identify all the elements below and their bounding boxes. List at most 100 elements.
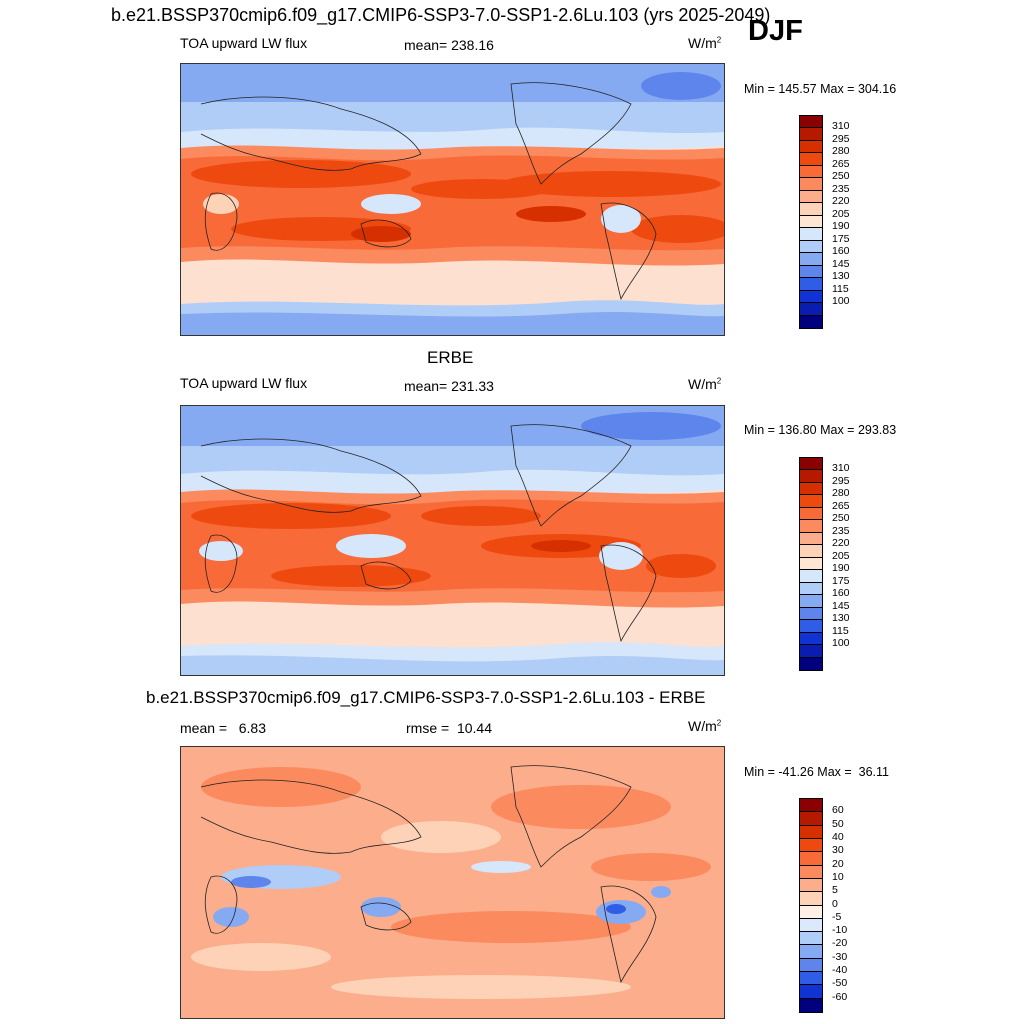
colorbar-cell xyxy=(800,315,822,328)
colorbar-tick-label: 295 xyxy=(832,474,850,487)
colorbar-cell xyxy=(800,865,822,879)
colorbar-cell xyxy=(800,190,822,204)
colorbar-cell xyxy=(800,799,822,813)
colorbar-cell xyxy=(800,303,822,316)
colorbar-cell xyxy=(800,278,822,291)
variable-label: TOA upward LW flux xyxy=(180,35,308,51)
colorbar-cell xyxy=(800,657,822,670)
panel-title: ERBE xyxy=(427,348,474,367)
colorbar-tick-label: -30 xyxy=(832,950,848,963)
variable-label: TOA upward LW flux xyxy=(180,375,308,391)
colorbar xyxy=(799,115,823,329)
colorbar-cell xyxy=(800,458,822,471)
colorbar-tick-label: 60 xyxy=(832,804,844,817)
colorbar-tick-label: 265 xyxy=(832,499,850,512)
min-max-label: Min = 145.57 Max = 304.16 xyxy=(744,82,897,96)
colorbar-tick-label: -50 xyxy=(832,977,848,990)
colorbar-cell xyxy=(800,228,822,241)
colorbar-tick-label: 235 xyxy=(832,524,850,537)
colorbar-tick-label: 5 xyxy=(832,884,838,897)
colorbar-cell xyxy=(800,140,822,154)
colorbar-cell xyxy=(800,165,822,179)
colorbar-cell xyxy=(800,495,822,508)
colorbar-tick-label: 20 xyxy=(832,857,844,870)
colorbar-tick-label: 235 xyxy=(832,182,850,195)
colorbar-tick-label: 10 xyxy=(832,870,844,883)
colorbar-tick-label: 190 xyxy=(832,562,850,575)
colorbar-tick-label: -10 xyxy=(832,924,848,937)
colorbar-cell xyxy=(800,470,822,483)
colorbar xyxy=(799,457,823,671)
colorbar-tick-label: -40 xyxy=(832,964,848,977)
colorbar-tick-label: 295 xyxy=(832,132,850,145)
colorbar-tick-label: 205 xyxy=(832,207,850,220)
colorbar-cell xyxy=(800,253,822,266)
colorbar-tick-label: 280 xyxy=(832,487,850,500)
rmse-label: rmse = 10.44 xyxy=(406,720,492,736)
colorbar-tick-label: 130 xyxy=(832,612,850,625)
mean-label: mean= 231.33 xyxy=(404,378,494,394)
colorbar-tick-label: 100 xyxy=(832,295,850,308)
colorbar-tick-label: 130 xyxy=(832,270,850,283)
colorbar-cell xyxy=(800,905,822,919)
colorbar-tick-label: 0 xyxy=(832,897,838,910)
colorbar-cell xyxy=(800,532,822,546)
colorbar-cell xyxy=(800,240,822,254)
colorbar-tick-label: 310 xyxy=(832,462,850,475)
map-obs xyxy=(180,405,725,676)
colorbar-tick-label: 250 xyxy=(832,170,850,183)
colorbar-tick-label: 220 xyxy=(832,537,850,550)
min-max-label: Min = 136.80 Max = 293.83 xyxy=(744,423,897,437)
colorbar-cell xyxy=(800,582,822,596)
colorbar-tick-label: 115 xyxy=(832,282,849,295)
colorbar-cell xyxy=(800,570,822,583)
colorbar-tick-label: -5 xyxy=(832,910,842,923)
colorbar-cell xyxy=(800,892,822,906)
colorbar-cell xyxy=(800,595,822,608)
colorbar-tick-label: 50 xyxy=(832,817,844,830)
colorbar-tick-label: 145 xyxy=(832,599,850,612)
colorbar-cell xyxy=(800,557,822,571)
min-max-label: Min = -41.26 Max = 36.11 xyxy=(744,765,889,779)
colorbar-tick-label: 175 xyxy=(832,232,850,245)
colorbar-cell xyxy=(800,545,822,558)
colorbar-tick-label: 265 xyxy=(832,157,850,170)
panel-title: b.e21.BSSP370cmip6.f09_g17.CMIP6-SSP3-7.… xyxy=(146,688,706,707)
colorbar-tick-label: 190 xyxy=(832,220,850,233)
colorbar-cell xyxy=(800,838,822,853)
colorbar-cell xyxy=(800,825,822,839)
map-model xyxy=(180,63,725,336)
mean-label: mean= 238.16 xyxy=(404,37,494,53)
colorbar-cell xyxy=(800,620,822,633)
colorbar-tick-label: 160 xyxy=(832,245,850,258)
colorbar-cell xyxy=(800,116,822,129)
colorbar-cell xyxy=(800,607,822,621)
colorbar-tick-label: 250 xyxy=(832,512,850,525)
colorbar-tick-label: 115 xyxy=(832,624,849,637)
colorbar-cell xyxy=(800,932,822,946)
colorbar-tick-label: 145 xyxy=(832,257,850,270)
colorbar-cell xyxy=(800,958,822,973)
colorbar-cell xyxy=(800,852,822,866)
colorbar-tick-label: 40 xyxy=(832,830,844,843)
colorbar-cell xyxy=(800,945,822,959)
colorbar-cell xyxy=(800,520,822,533)
colorbar-cell xyxy=(800,178,822,191)
colorbar-tick-label: 175 xyxy=(832,574,850,587)
colorbar-cell xyxy=(800,985,822,999)
colorbar-tick-label: 310 xyxy=(832,120,850,133)
units-label: W/m2 xyxy=(688,718,722,734)
colorbar-cell xyxy=(800,265,822,279)
colorbar-cell xyxy=(800,812,822,826)
colorbar-cell xyxy=(800,972,822,986)
units-label: W/m2 xyxy=(688,35,722,51)
colorbar-cell xyxy=(800,632,822,646)
colorbar-cell xyxy=(800,128,822,141)
colorbar-cell xyxy=(800,215,822,229)
colorbar-tick-label: 160 xyxy=(832,587,850,600)
colorbar-tick-label: 205 xyxy=(832,549,850,562)
colorbar-cell xyxy=(800,645,822,658)
colorbar-cell xyxy=(800,203,822,216)
colorbar-tick-label: 280 xyxy=(832,145,850,158)
units-label: W/m2 xyxy=(688,376,722,392)
